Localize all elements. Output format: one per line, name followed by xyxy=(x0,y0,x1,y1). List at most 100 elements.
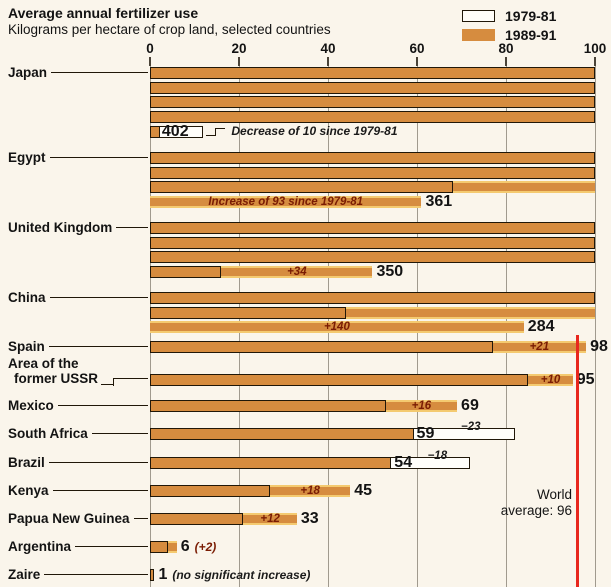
bar-1989-91 xyxy=(150,125,159,138)
bar-1979-81 xyxy=(150,513,244,525)
axis-tick-label: 0 xyxy=(146,41,154,56)
country-label: China xyxy=(8,290,46,305)
axis-tick xyxy=(416,57,418,66)
bar-1989-91 xyxy=(221,266,373,279)
bar-1979-81 xyxy=(150,125,204,138)
value-label: 59 xyxy=(416,425,435,442)
bar-1979-81 xyxy=(150,569,155,581)
axis-tick-label: 100 xyxy=(583,41,607,56)
bar-1989-91 xyxy=(150,111,595,124)
value-label: 54 xyxy=(394,454,413,471)
label-connector xyxy=(44,574,148,575)
bar-1989-91 xyxy=(150,306,346,319)
bar-1989-91 xyxy=(150,181,453,194)
axis-tick-label: 20 xyxy=(231,41,247,56)
label-connector xyxy=(116,227,148,228)
country-label: United Kingdom xyxy=(8,220,113,235)
bar-1979-81 xyxy=(150,236,595,249)
bar-1979-81 xyxy=(150,152,595,164)
legend-item-1989-91: 1989-91 xyxy=(462,25,556,44)
value-label: 284 xyxy=(527,318,555,336)
legend-swatch-outline-icon xyxy=(462,9,495,22)
world-average-line2: average: 96 xyxy=(500,503,572,518)
bar-1989-91 xyxy=(150,513,244,525)
chart-title: Average annual fertilizer use xyxy=(8,5,199,21)
country-label: Japan xyxy=(8,65,48,80)
bar-1979-81 xyxy=(150,67,595,79)
legend-swatch-solid-icon xyxy=(462,28,495,41)
change-annotation: −23 xyxy=(460,421,481,433)
axis-tick xyxy=(149,57,151,66)
country-label: Brazil xyxy=(8,455,45,470)
country-label: Area of the xyxy=(8,356,79,371)
bar-1979-81 xyxy=(150,428,515,440)
country-label: former USSR xyxy=(14,371,99,386)
bar-1989-91 xyxy=(243,513,297,525)
bar-1989-91 xyxy=(150,81,595,94)
bar-1989-91 xyxy=(167,541,177,553)
bar-1989-91 xyxy=(385,400,458,412)
bar-1989-91 xyxy=(150,222,595,234)
axis-tick-label: 80 xyxy=(498,41,514,56)
country-label: Zaire xyxy=(8,567,41,582)
bar-1979-81 xyxy=(150,457,471,469)
callout-annotation: Decrease of 10 since 1979-81 xyxy=(231,123,398,138)
bar-1979-81 xyxy=(150,251,595,264)
bar-1989-91 xyxy=(150,236,595,249)
value-label: 1 (no significant increase) xyxy=(158,566,311,583)
label-connector xyxy=(49,157,148,158)
bar-1989-91 xyxy=(150,292,595,304)
bar-1989-91 xyxy=(150,374,529,386)
change-annotation: +16 xyxy=(411,399,432,412)
label-connector xyxy=(52,490,148,491)
bar-1989-91 xyxy=(150,152,595,164)
label-connector xyxy=(49,297,148,298)
bar-1979-81 xyxy=(150,81,595,94)
label-connector xyxy=(48,346,148,347)
bar-1979-81 xyxy=(150,111,595,124)
callout-connector xyxy=(206,134,216,136)
callout-connector-step xyxy=(215,127,226,136)
bar-1979-81 xyxy=(150,96,595,109)
value-label: 45 xyxy=(354,482,373,499)
bar-1989-91 xyxy=(150,428,413,440)
label-connector xyxy=(91,433,148,434)
change-annotation: −18 xyxy=(427,450,448,462)
country-label: Kenya xyxy=(8,483,49,498)
value-label: 402 xyxy=(161,122,189,140)
chart-legend: 1979-81 1989-91 xyxy=(462,6,556,44)
bar-1989-91 xyxy=(270,485,351,497)
after-annotation: (no significant increase) xyxy=(172,568,311,582)
label-connector xyxy=(75,546,148,547)
world-average-label: World average: 96 xyxy=(501,487,572,519)
bar-1989-91 xyxy=(150,569,155,581)
country-label: Mexico xyxy=(8,398,54,413)
bar-1989-91 xyxy=(150,400,386,412)
legend-label-1979-81: 1979-81 xyxy=(505,7,557,24)
change-annotation: +140 xyxy=(323,320,350,333)
bar-1989-91 xyxy=(528,374,573,386)
bar-1989-91 xyxy=(492,341,587,353)
bar-1979-81 xyxy=(150,306,346,319)
change-annotation: +12 xyxy=(260,512,280,525)
axis-tick-label: 40 xyxy=(320,41,336,56)
axis-tick xyxy=(327,57,329,66)
bar-1979-81 xyxy=(150,266,222,279)
label-connector xyxy=(101,384,114,385)
bar-1979-81 xyxy=(150,222,595,234)
axis-tick-label: 60 xyxy=(409,41,425,56)
country-label: Spain xyxy=(8,339,45,354)
bar-1979-81 xyxy=(150,400,386,412)
axis-tick xyxy=(238,57,240,66)
axis-tick xyxy=(505,57,507,66)
value-label: 350 xyxy=(376,263,404,281)
bar-1979-81 xyxy=(150,292,595,304)
bar-1979-81 xyxy=(150,341,493,353)
change-annotation: Increase of 93 since 1979-81 xyxy=(208,195,364,208)
change-annotation: +18 xyxy=(300,484,320,497)
value-label: 98 xyxy=(590,338,608,355)
bar-1979-81 xyxy=(150,485,271,497)
after-annotation: (+2) xyxy=(194,540,217,554)
grid-line xyxy=(594,57,596,587)
bar-1979-81 xyxy=(150,374,529,386)
